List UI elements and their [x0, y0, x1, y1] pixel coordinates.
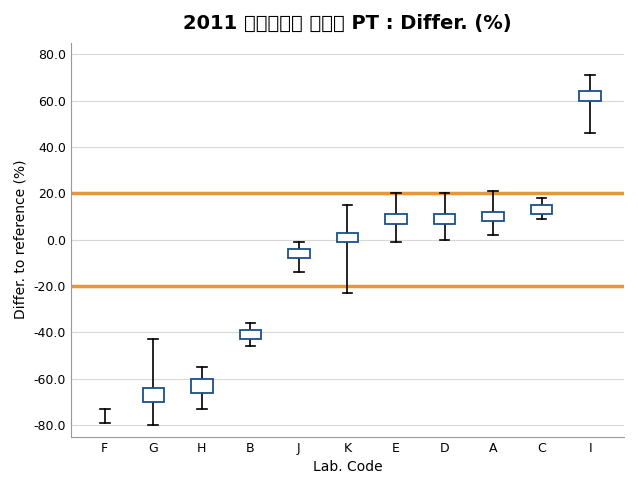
Bar: [288, 249, 309, 258]
Bar: [434, 214, 455, 224]
Bar: [531, 205, 553, 214]
Bar: [579, 91, 601, 101]
Bar: [337, 233, 358, 242]
Bar: [385, 214, 406, 224]
Bar: [191, 379, 212, 393]
Title: 2011 건축내장재 방출량 PT : Differ. (%): 2011 건축내장재 방출량 PT : Differ. (%): [183, 14, 512, 33]
Y-axis label: Differ. to reference (%): Differ. to reference (%): [14, 160, 28, 320]
X-axis label: Lab. Code: Lab. Code: [313, 460, 382, 474]
Bar: [482, 212, 504, 221]
Bar: [143, 388, 164, 402]
Bar: [240, 330, 261, 339]
